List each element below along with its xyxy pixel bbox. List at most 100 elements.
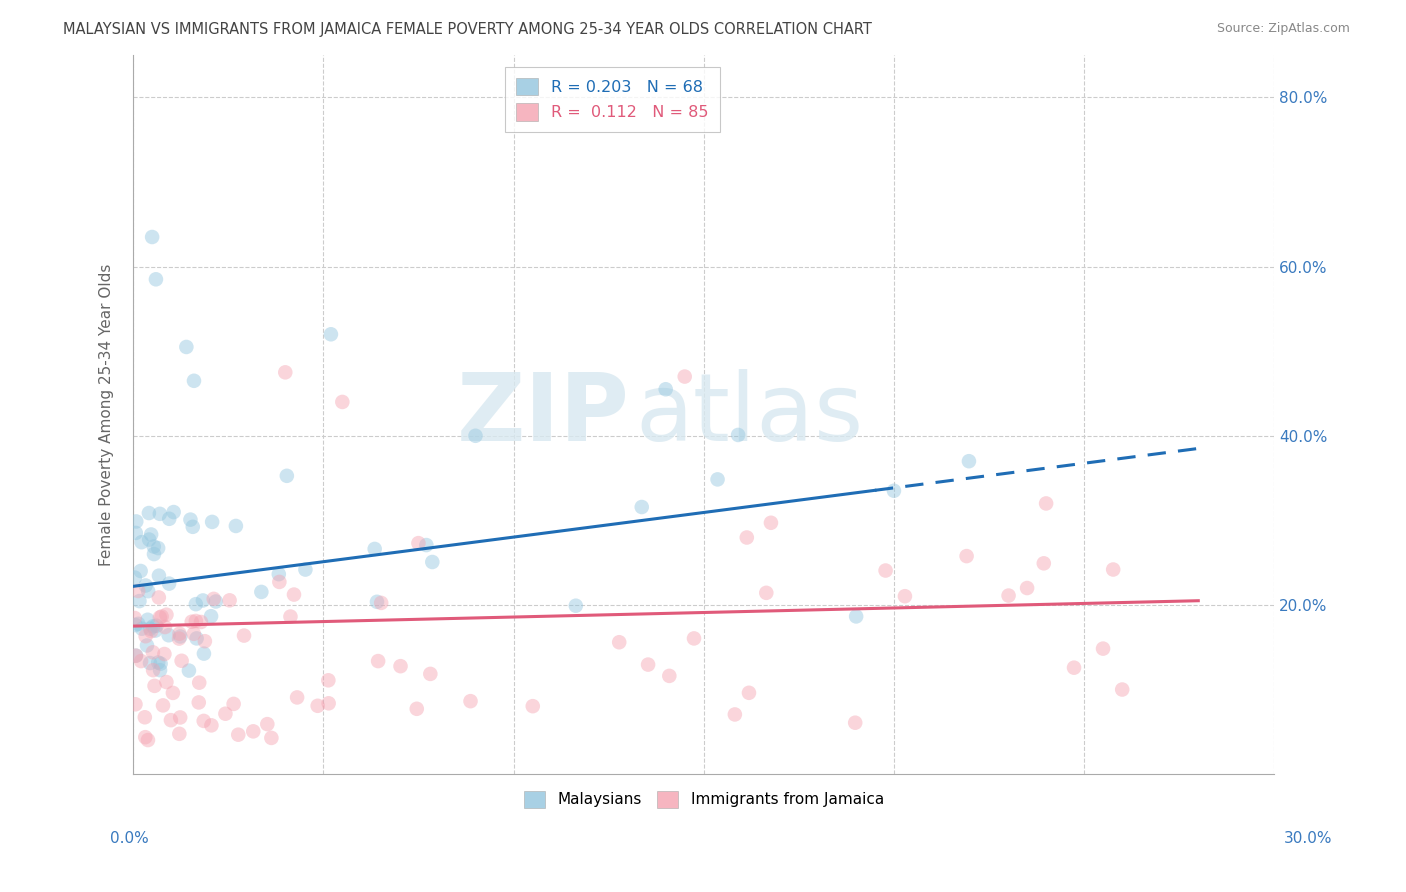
- Text: ZIP: ZIP: [457, 368, 630, 460]
- Point: [124, 618, 146, 632]
- Point: [267, 567, 290, 582]
- Point: [183, 627, 205, 641]
- Point: [201, 515, 224, 529]
- Point: [148, 568, 170, 582]
- Point: [145, 272, 167, 286]
- Point: [190, 615, 212, 629]
- Point: [274, 365, 297, 379]
- Point: [125, 648, 148, 663]
- Point: [225, 519, 247, 533]
- Point: [127, 584, 149, 599]
- Point: [260, 731, 283, 745]
- Point: [193, 714, 215, 728]
- Point: [169, 727, 191, 741]
- Point: [142, 645, 165, 659]
- Point: [997, 589, 1019, 603]
- Point: [169, 710, 191, 724]
- Point: [318, 696, 340, 710]
- Point: [738, 686, 761, 700]
- Text: atlas: atlas: [636, 368, 863, 460]
- Point: [131, 622, 153, 636]
- Point: [894, 589, 917, 603]
- Point: [149, 663, 172, 677]
- Point: [955, 549, 977, 563]
- Point: [139, 527, 162, 541]
- Point: [285, 690, 308, 705]
- Text: MALAYSIAN VS IMMIGRANTS FROM JAMAICA FEMALE POVERTY AMONG 25-34 YEAR OLDS CORREL: MALAYSIAN VS IMMIGRANTS FROM JAMAICA FEM…: [63, 22, 872, 37]
- Point: [389, 659, 412, 673]
- Point: [184, 614, 207, 628]
- Point: [128, 594, 150, 608]
- Point: [420, 555, 443, 569]
- Point: [218, 593, 240, 607]
- Point: [759, 516, 782, 530]
- Point: [188, 675, 211, 690]
- Point: [755, 586, 778, 600]
- Point: [146, 541, 169, 555]
- Point: [1102, 562, 1125, 576]
- Point: [276, 468, 298, 483]
- Point: [205, 594, 228, 608]
- Point: [200, 609, 222, 624]
- Point: [191, 593, 214, 607]
- Point: [464, 429, 486, 443]
- Point: [1032, 557, 1054, 571]
- Point: [673, 369, 696, 384]
- Point: [139, 622, 162, 636]
- Point: [269, 574, 291, 589]
- Point: [319, 327, 342, 342]
- Point: [250, 585, 273, 599]
- Point: [179, 513, 201, 527]
- Point: [637, 657, 659, 672]
- Point: [844, 715, 866, 730]
- Point: [226, 728, 249, 742]
- Point: [222, 697, 245, 711]
- Point: [143, 624, 166, 638]
- Point: [307, 698, 329, 713]
- Point: [125, 648, 148, 663]
- Point: [233, 629, 256, 643]
- Point: [157, 628, 180, 642]
- Point: [136, 613, 159, 627]
- Point: [419, 666, 441, 681]
- Point: [177, 664, 200, 678]
- Point: [283, 588, 305, 602]
- Point: [138, 506, 160, 520]
- Point: [256, 717, 278, 731]
- Point: [522, 699, 544, 714]
- Point: [134, 710, 156, 724]
- Point: [160, 713, 183, 727]
- Point: [136, 584, 159, 599]
- Point: [280, 609, 302, 624]
- Point: [155, 607, 177, 622]
- Point: [155, 675, 177, 690]
- Point: [131, 535, 153, 549]
- Point: [153, 647, 176, 661]
- Point: [184, 597, 207, 611]
- Point: [150, 609, 173, 624]
- Point: [157, 512, 180, 526]
- Point: [875, 564, 897, 578]
- Point: [136, 639, 159, 653]
- Point: [200, 718, 222, 732]
- Point: [1063, 661, 1085, 675]
- Text: Source: ZipAtlas.com: Source: ZipAtlas.com: [1216, 22, 1350, 36]
- Point: [127, 616, 149, 631]
- Point: [883, 483, 905, 498]
- Point: [142, 663, 165, 677]
- Point: [727, 428, 749, 442]
- Point: [148, 591, 170, 605]
- Point: [363, 541, 385, 556]
- Point: [658, 669, 681, 683]
- Point: [415, 538, 437, 552]
- Point: [367, 654, 389, 668]
- Point: [124, 698, 146, 712]
- Point: [845, 609, 868, 624]
- Point: [565, 599, 588, 613]
- Point: [163, 505, 186, 519]
- Point: [170, 654, 193, 668]
- Legend: Malaysians, Immigrants from Jamaica: Malaysians, Immigrants from Jamaica: [515, 781, 893, 817]
- Point: [135, 629, 157, 643]
- Point: [129, 564, 152, 578]
- Point: [181, 520, 204, 534]
